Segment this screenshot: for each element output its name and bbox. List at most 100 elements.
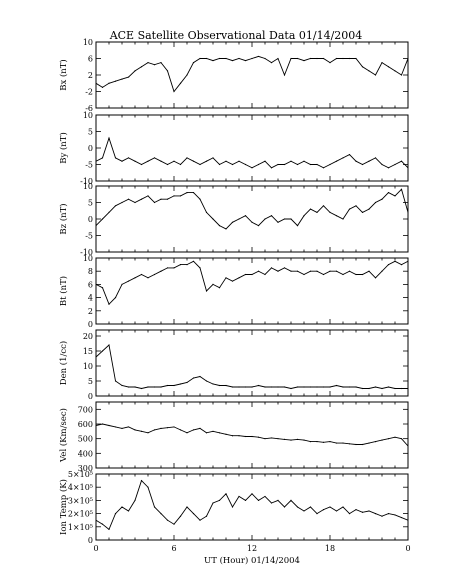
data-point [342, 386, 344, 388]
data-point [153, 157, 156, 159]
data-point [257, 225, 260, 227]
data-point [140, 66, 143, 68]
data-point [101, 218, 104, 220]
data-point [387, 438, 390, 440]
data-point [108, 528, 110, 531]
data-point [387, 192, 390, 194]
data-point [212, 157, 214, 159]
data-point [179, 163, 182, 166]
data-point [186, 157, 188, 159]
data-point [407, 57, 408, 60]
data-point [348, 154, 351, 156]
data-point [166, 163, 169, 166]
data-point [394, 514, 396, 516]
data-point [342, 157, 344, 159]
panel-1: 10 6 2 -2 -6 Bx (nT) [58, 38, 409, 113]
data-point [225, 160, 227, 162]
data-point [316, 57, 318, 60]
data-point [361, 273, 364, 276]
data-point [316, 386, 318, 388]
data-point [218, 384, 221, 387]
data-point [231, 221, 234, 223]
y-tick-label: 2×10⁵ [68, 510, 93, 519]
data-point [316, 441, 318, 443]
data-point [303, 273, 305, 276]
y-tick-label: 5 [88, 128, 93, 137]
data-point [355, 509, 357, 511]
data-point [394, 70, 396, 72]
y-tick-label: 5×10⁵ [68, 470, 93, 479]
data-point [153, 201, 156, 204]
data-point [225, 277, 227, 279]
data-point [374, 201, 377, 204]
data-point [192, 513, 195, 515]
data-point [309, 57, 312, 60]
data-point [205, 160, 208, 162]
data-point [108, 137, 110, 139]
data-point [400, 264, 403, 266]
data-point [283, 218, 286, 220]
data-point [251, 273, 253, 276]
data-point [270, 62, 273, 64]
series-line [96, 344, 408, 389]
data-point [160, 270, 162, 272]
data-point [147, 195, 149, 197]
data-point [296, 163, 299, 166]
data-point [147, 486, 149, 488]
y-tick-label: 5 [88, 377, 93, 386]
data-point [257, 384, 260, 387]
data-point [225, 228, 227, 230]
data-point [296, 225, 299, 227]
chart-panels: 10 6 2 -2 -6 Bx (nT) 10 5 0 -5 -10 By (nT) 10 5 0 -5 -10… [58, 38, 409, 545]
y-tick-label: 15 [83, 347, 93, 356]
data-point [205, 57, 208, 60]
data-point [322, 167, 325, 169]
data-point [251, 221, 253, 223]
data-point [251, 493, 253, 495]
y-tick-label: 700 [78, 405, 93, 414]
data-point [140, 198, 143, 200]
data-point [283, 386, 286, 388]
data-point [277, 163, 279, 166]
data-point [361, 387, 364, 390]
y-tick-label: 600 [78, 420, 93, 429]
data-point [173, 160, 175, 162]
data-point [114, 513, 117, 515]
data-point [400, 516, 403, 519]
data-point [407, 260, 408, 262]
data-point [153, 64, 156, 66]
data-point [199, 427, 201, 429]
data-point [329, 441, 331, 443]
data-point [101, 350, 104, 352]
data-point [407, 167, 408, 169]
data-point [212, 283, 214, 285]
y-tick-label: -10 [80, 177, 93, 186]
panel-2: 10 5 0 -5 -10 By (nT) [58, 111, 409, 186]
data-point [147, 277, 149, 279]
data-point [361, 211, 364, 213]
data-point [368, 160, 370, 162]
data-point [140, 273, 143, 276]
data-point [387, 66, 390, 68]
panel-frame [95, 257, 409, 325]
data-point [147, 62, 149, 64]
panel-4: 10 8 6 4 2 0 Bt (nT) [58, 254, 409, 329]
data-point [329, 62, 331, 64]
x-tick-label: 0 [93, 544, 98, 553]
data-point [101, 423, 104, 425]
data-point [160, 198, 162, 200]
data-point [335, 215, 338, 217]
data-point [251, 57, 253, 60]
data-point [368, 442, 370, 444]
data-point [290, 160, 292, 162]
data-point [127, 386, 130, 388]
data-point [374, 513, 377, 515]
data-point [134, 70, 136, 72]
y-tick-label: -10 [80, 248, 93, 257]
y-tick-label: 3×10⁵ [68, 496, 93, 505]
data-point [127, 76, 130, 78]
data-point [283, 267, 286, 269]
data-point [121, 506, 123, 508]
data-point [225, 493, 227, 495]
